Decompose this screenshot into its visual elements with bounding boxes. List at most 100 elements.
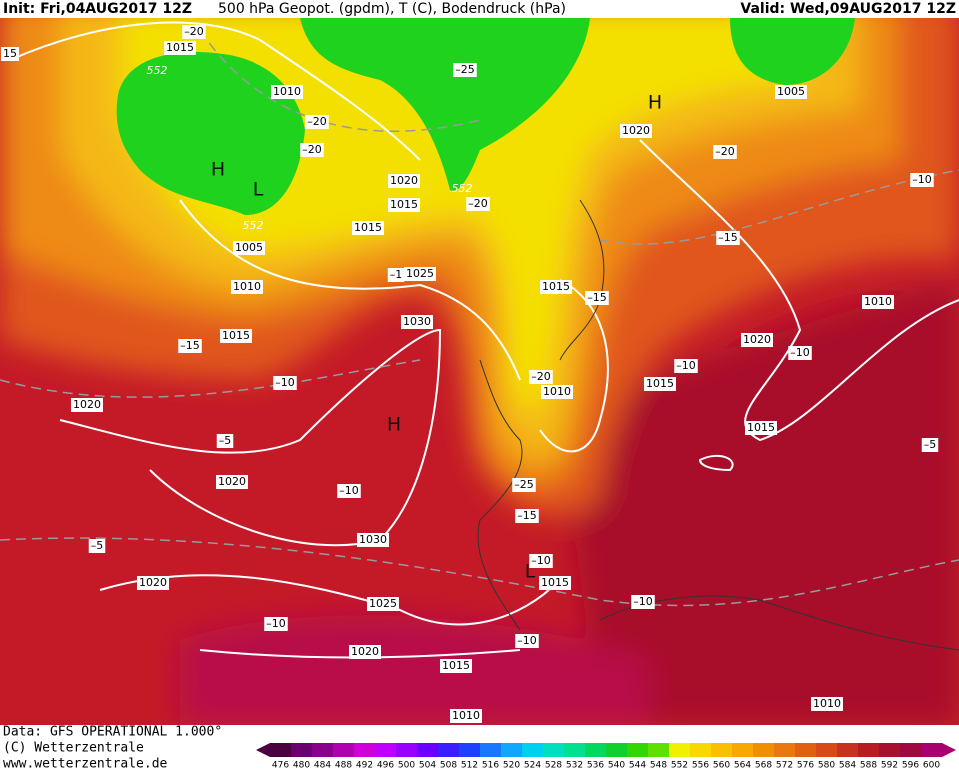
temperature-label-text: –10	[676, 359, 696, 372]
colorbar-cell	[816, 743, 838, 757]
colorbar-label: 508	[440, 761, 457, 770]
colorbar-cell	[690, 743, 712, 757]
colorbar-label: 584	[839, 761, 856, 770]
colorbar-cell	[774, 743, 796, 757]
colorbar-cell	[669, 743, 691, 757]
pressure-label: 1015	[745, 421, 777, 435]
colorbar-label: 504	[419, 761, 436, 770]
colorbar-cell	[354, 743, 376, 757]
colorbar-label: 580	[818, 761, 835, 770]
pressure-label-box	[450, 709, 482, 723]
temperature-label-box	[910, 173, 934, 187]
colorbar-cell	[564, 743, 586, 757]
temperature-label: –5	[921, 438, 939, 452]
colorbar-label: 532	[566, 761, 583, 770]
copyright: (C) Wetterzentrale	[3, 741, 144, 756]
colorbar-cell	[753, 743, 775, 757]
temperature-label-text: –10	[790, 346, 810, 359]
temperature-label-box	[512, 478, 536, 492]
colorbar-label: 488	[335, 761, 352, 770]
website: www.wetterzentrale.de	[3, 757, 168, 770]
colorbar-label: 576	[797, 761, 814, 770]
temperature-label-box	[182, 25, 206, 39]
pressure-label-box	[231, 280, 263, 294]
colorbar-cell	[522, 743, 544, 757]
colorbar-cell	[795, 743, 817, 757]
colorbar-cell	[732, 743, 754, 757]
temperature-label-box	[264, 617, 288, 631]
temperature-label: –15	[585, 291, 609, 305]
pressure-label-text: 1030	[403, 315, 431, 328]
temperature-label-text: –15	[718, 231, 738, 244]
temperature-label-box	[921, 438, 939, 452]
temperature-label: –10	[788, 346, 812, 360]
pressure-label-box	[811, 697, 843, 711]
temperature-label-text: –15	[180, 339, 200, 352]
fields-title: 500 hPa Geopot. (gpdm), T (C), Bodendruc…	[218, 1, 566, 17]
temperature-label-text: –20	[307, 115, 327, 128]
pressure-label-box	[540, 280, 572, 294]
init-time: Init: Fri,04AUG2017 12Z	[3, 1, 192, 17]
pressure-label-text: 1010	[813, 697, 841, 710]
pressure-label: 1010	[811, 697, 843, 711]
colorbar-cell	[375, 743, 397, 757]
pressure-label: 1020	[741, 333, 773, 347]
pressure-label-text: 1015	[442, 659, 470, 672]
pressure-label: 1020	[137, 576, 169, 590]
temperature-label: 15	[1, 47, 19, 61]
temperature-label-text: –10	[912, 173, 932, 186]
pressure-label-text: 1015	[166, 41, 194, 54]
temperature-label: –10	[273, 376, 297, 390]
pressure-label: 1030	[401, 315, 433, 329]
pressure-label-text: 1015	[646, 377, 674, 390]
pressure-label-box	[541, 385, 573, 399]
pressure-label-box	[388, 198, 420, 212]
pressure-label-box	[349, 645, 381, 659]
colorbar-cell	[396, 743, 418, 757]
pressure-label-box	[352, 221, 384, 235]
temperature-label: –10	[529, 554, 553, 568]
colorbar-cell	[711, 743, 733, 757]
pressure-label-box	[271, 85, 303, 99]
temperature-label: –10	[674, 359, 698, 373]
pressure-label-text: 1020	[622, 124, 650, 137]
temperature-label-box	[716, 231, 740, 245]
pressure-label-box	[71, 398, 103, 412]
pressure-label-text: 1010	[452, 709, 480, 722]
temperature-label: –20	[305, 115, 329, 129]
temperature-label: –20	[713, 145, 737, 159]
colorbar-label: 552	[671, 761, 688, 770]
temperature-label: –10	[264, 617, 288, 631]
pressure-label-text: 1025	[369, 597, 397, 610]
temperature-label: –10	[631, 595, 655, 609]
colorbar-label: 496	[377, 761, 394, 770]
pressure-label-text: 1030	[359, 533, 387, 546]
colorbar-cell	[333, 743, 355, 757]
colorbar-cap-low	[256, 743, 270, 757]
colorbar-label: 492	[356, 761, 373, 770]
pressure-label: 1020	[216, 475, 248, 489]
colorbar-label: 480	[293, 761, 310, 770]
pressure-label: 1020	[388, 174, 420, 188]
temperature-label-box	[1, 47, 19, 61]
temperature-label: –10	[515, 634, 539, 648]
pressure-label: 1015	[220, 329, 252, 343]
temperature-label-text: –15	[517, 509, 537, 522]
temperature-label: –1	[387, 268, 405, 282]
temperature-label: –10	[337, 484, 361, 498]
pressure-label-text: 1020	[390, 174, 418, 187]
pressure-center: L	[525, 561, 536, 583]
temperature-label-text: –20	[715, 145, 735, 158]
colorbar-cell	[837, 743, 859, 757]
pressure-label-box	[233, 241, 265, 255]
temperature-label-text: –15	[587, 291, 607, 304]
pressure-label: 1015	[164, 41, 196, 55]
temperature-label: –15	[716, 231, 740, 245]
temperature-label-box	[300, 143, 324, 157]
temperature-label-text: –20	[184, 25, 204, 38]
temperature-label-box	[631, 595, 655, 609]
colorbar-cell	[417, 743, 439, 757]
field-background	[0, 18, 959, 725]
pressure-label: 1015	[539, 576, 571, 590]
